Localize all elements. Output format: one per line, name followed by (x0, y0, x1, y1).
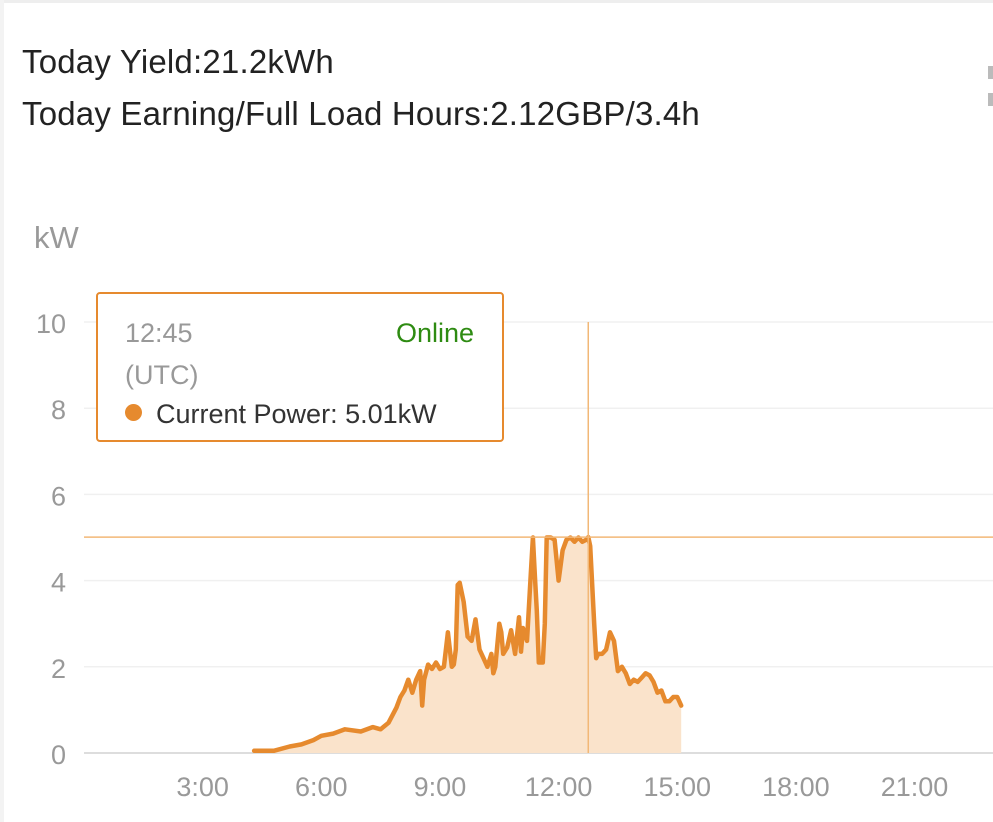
y-axis-label: kW (34, 220, 80, 255)
tooltip-series-row: Current Power: 5.01kW (125, 394, 437, 434)
y-tick-label: 6 (51, 481, 66, 511)
y-tick-label: 10 (36, 309, 66, 339)
x-tick-label: 3:00 (176, 772, 229, 802)
tooltip-timezone: (UTC) (125, 360, 199, 390)
power-area (254, 537, 682, 753)
more-options-icon[interactable] (988, 66, 993, 120)
x-tick-label: 21:00 (881, 772, 949, 802)
x-tick-label: 12:00 (525, 772, 593, 802)
more-options-mark (988, 93, 993, 106)
today-earning-text: Today Earning/Full Load Hours:2.12GBP/3.… (22, 95, 700, 132)
left-border (0, 0, 4, 822)
summary-panel: Today Yield:21.2kWh Today Earning/Full L… (22, 36, 700, 140)
x-tick-label: 6:00 (295, 772, 348, 802)
y-tick-label: 0 (51, 740, 66, 770)
today-yield-text: Today Yield:21.2kWh (22, 43, 334, 80)
x-tick-label: 9:00 (414, 772, 467, 802)
crosshair (84, 322, 993, 753)
chart-tooltip: 12:45 (UTC) Online Current Power: 5.01kW (96, 292, 504, 442)
more-options-mark (988, 66, 993, 79)
power-area-fill (254, 537, 682, 753)
y-tick-label: 4 (51, 568, 66, 598)
power-series-line (251, 534, 684, 754)
y-axis-tick-labels: 0 2 4 6 8 10 (36, 309, 66, 770)
y-tick-label: 2 (51, 654, 66, 684)
tooltip-time: 12:45 (UTC) (125, 312, 325, 396)
top-border (0, 0, 993, 3)
x-tick-label: 15:00 (643, 772, 711, 802)
y-tick-label: 8 (51, 395, 66, 425)
x-tick-label: 18:00 (762, 772, 830, 802)
x-axis-tick-labels: 3:00 6:00 9:00 12:00 15:00 18:00 21:00 (176, 772, 948, 802)
tooltip-time-value: 12:45 (125, 318, 193, 348)
power-line (251, 534, 684, 754)
series-dot-icon (125, 404, 142, 422)
tooltip-series-label: Current Power: 5.01kW (156, 399, 437, 429)
tooltip-status: Online (395, 318, 474, 348)
